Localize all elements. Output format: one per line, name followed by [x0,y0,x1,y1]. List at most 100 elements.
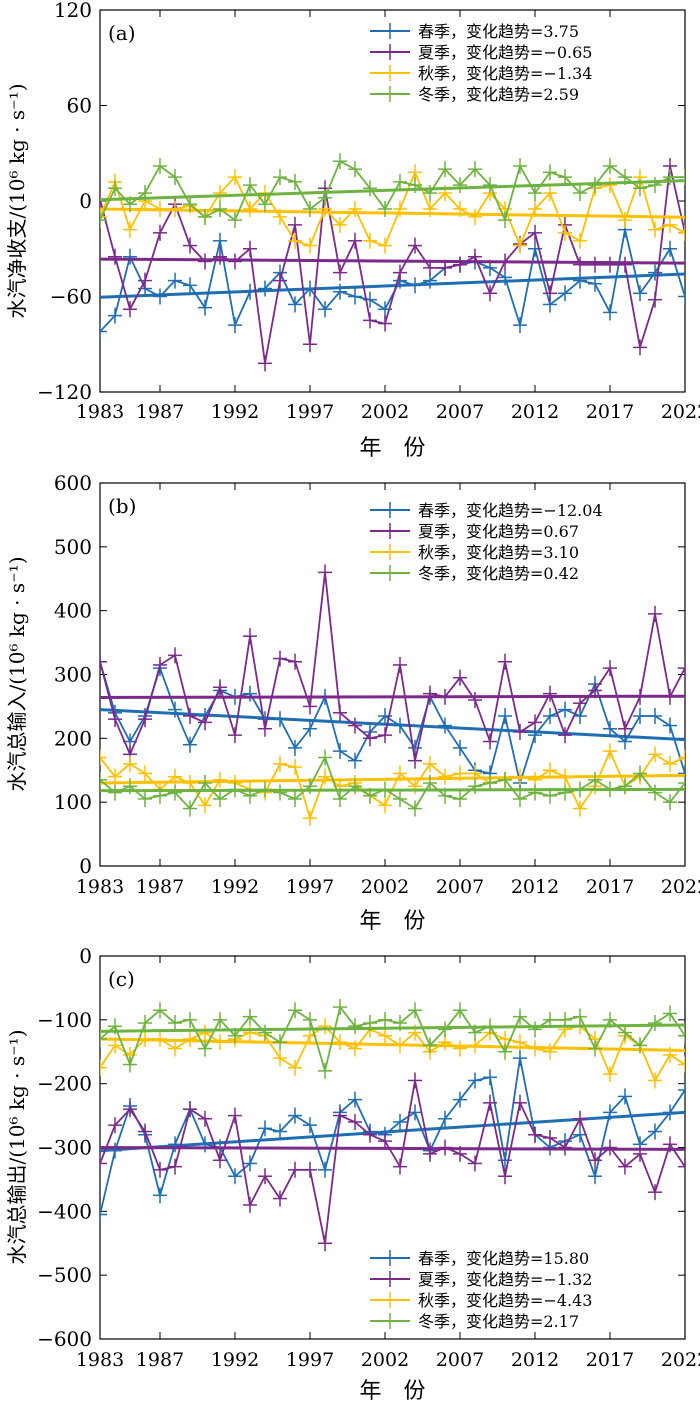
data-point [528,1021,542,1038]
series-line [100,1057,685,1215]
data-point [168,1040,182,1057]
series-2 [100,164,685,254]
data-point [618,778,632,795]
data-point [438,161,452,178]
data-point [453,669,467,686]
legend-label: 冬季，变化趋势=0.42 [418,564,579,583]
data-point [483,177,497,194]
data-point [498,707,512,724]
data-point [168,647,182,664]
data-point [663,717,677,734]
data-point [603,157,617,174]
series-3 [100,999,685,1079]
trend-line [100,773,685,785]
legend-label: 春季，变化趋势=3.75 [418,22,579,41]
x-tick-label: 1992 [211,1349,259,1371]
data-point [198,299,212,316]
data-point [258,355,272,372]
trend-line [100,272,685,299]
data-point [468,1072,482,1089]
data-point [303,336,317,353]
data-point [393,1113,407,1130]
x-tick-label: 1987 [136,401,184,423]
data-point [273,650,287,667]
legend-label: 秋季，变化趋势=3.10 [418,543,579,562]
y-tick-label: −500 [37,1263,92,1287]
data-point [108,784,122,801]
series-line [100,572,685,761]
data-point [558,784,572,801]
data-point [288,216,302,233]
data-point [648,1184,662,1201]
data-point [633,339,647,356]
data-point [618,1158,632,1175]
data-point [603,1066,617,1083]
data-point [648,784,662,801]
data-point [678,1082,685,1099]
data-point [573,1110,587,1127]
data-point [633,1037,647,1054]
data-point [603,177,617,194]
data-point [183,1030,197,1047]
y-tick-label: 60 [67,94,92,118]
data-point [648,1015,662,1032]
data-point [273,1190,287,1207]
data-point [543,762,557,779]
data-point [228,317,242,334]
data-point [108,1117,122,1134]
trend-line [100,1110,685,1153]
data-point [243,685,257,702]
data-point [243,240,257,257]
data-point [183,1101,197,1118]
data-point [303,1161,317,1178]
legend-item: 冬季，变化趋势=2.17 [370,1312,579,1331]
data-point [423,775,437,792]
x-tick-label: 2012 [511,1349,559,1371]
legend-item: 冬季，变化趋势=2.59 [370,85,579,104]
series-line [100,229,685,333]
data-point [153,1187,167,1204]
data-point [678,1056,685,1073]
series-3 [100,153,685,229]
data-point [663,755,677,772]
legend-item: 春季，变化趋势=−12.04 [370,501,603,520]
data-point [153,1161,167,1178]
data-point [348,200,362,217]
data-point [648,221,662,238]
data-point [663,794,677,811]
data-point [198,1040,212,1057]
data-point [123,301,137,318]
data-point [100,1206,107,1223]
data-point [363,232,377,249]
legend-label: 春季，变化趋势=−12.04 [418,501,603,520]
data-point [273,1050,287,1067]
trend-line [100,694,685,699]
y-tick-label: −300 [37,1136,92,1160]
data-point [243,1196,257,1213]
data-point [408,778,422,795]
x-tick-label: 2012 [511,876,559,898]
data-point [528,784,542,801]
data-point [558,285,572,302]
data-point [318,564,332,581]
y-tick-label: 200 [54,726,92,750]
x-axis-label: 年 份 [359,909,425,934]
data-point [273,755,287,772]
legend-item: 夏季，变化趋势=−1.32 [370,1270,592,1289]
data-point [108,307,122,324]
data-point [138,765,152,782]
series-1 [100,1072,685,1252]
data-point [573,1008,587,1025]
data-point [603,660,617,677]
data-point [198,797,212,814]
data-point [348,288,362,305]
data-point [618,1088,632,1105]
data-point [318,301,332,318]
series-3 [100,749,685,817]
data-point [408,752,422,769]
data-point [318,768,332,785]
y-tick-label: 400 [54,599,92,623]
data-point [678,288,685,305]
legend-label: 夏季，变化趋势=0.67 [418,522,579,541]
data-point [138,1123,152,1140]
